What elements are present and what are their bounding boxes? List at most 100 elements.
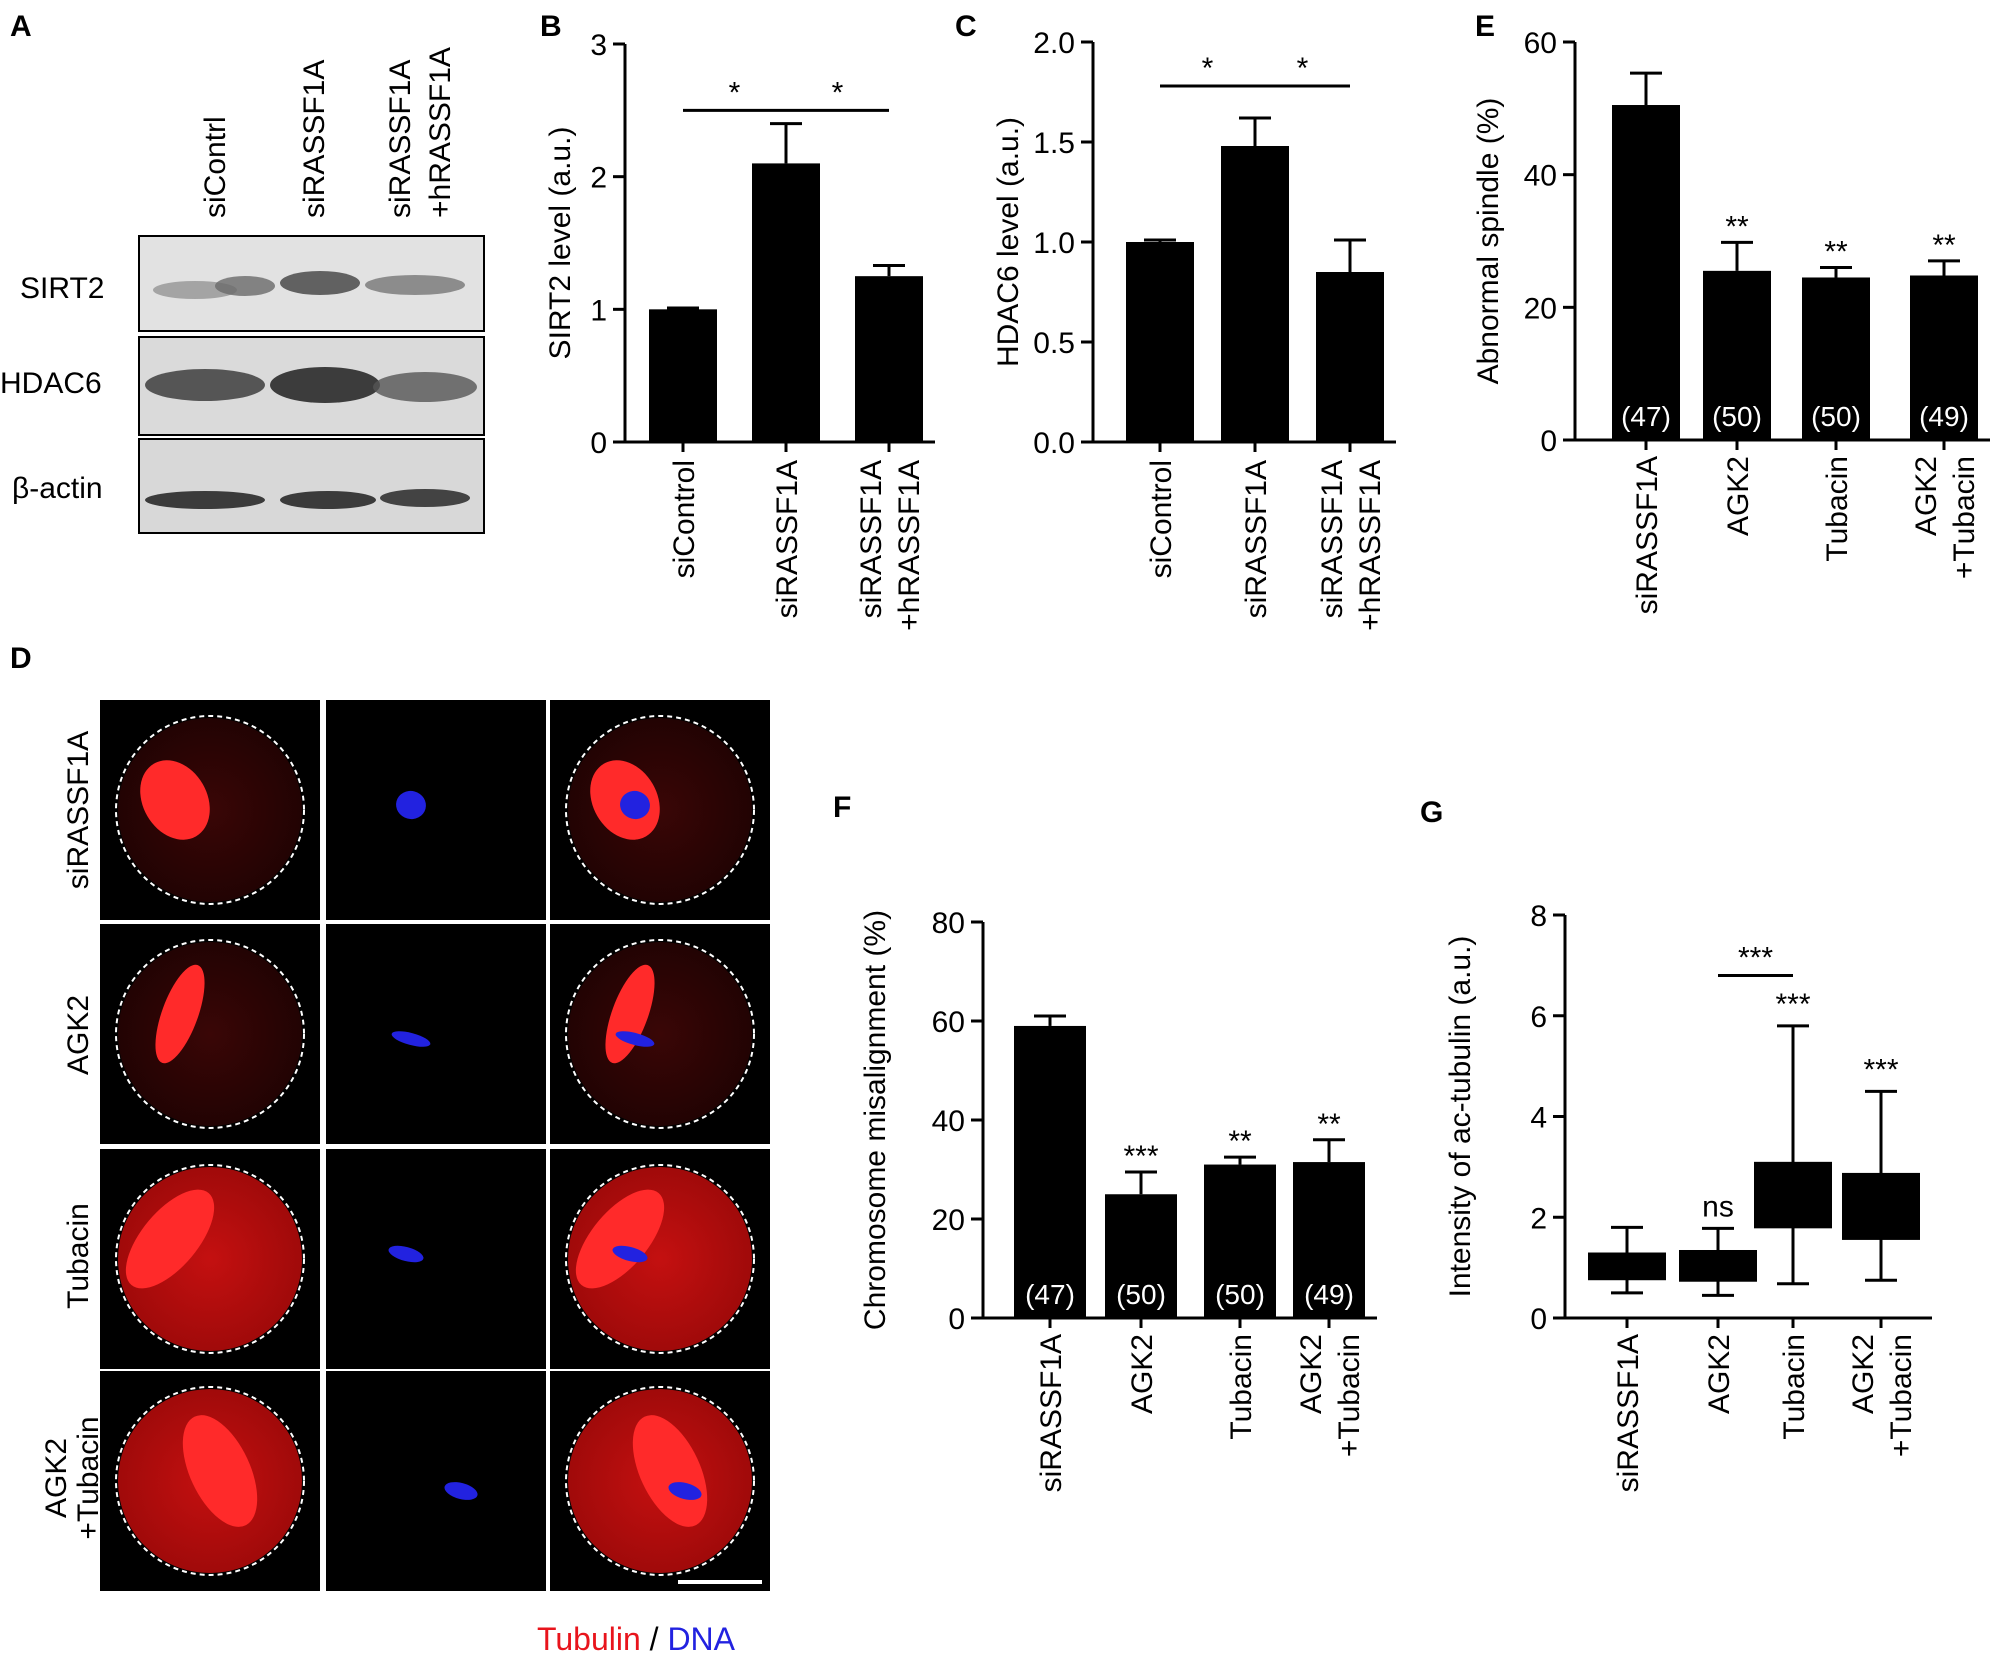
y-tick-label: 1.0: [1033, 227, 1075, 260]
panel-d-letter: D: [10, 642, 32, 675]
x-category-label: siRASSF1A: [1612, 1334, 1645, 1492]
y-axis-label: Abnormal spindle (%): [1472, 98, 1505, 385]
significance-label: ***: [1863, 1053, 1898, 1086]
blot-sirt2: [138, 235, 485, 332]
lane-label-3b: +hRASSF1A: [424, 47, 457, 218]
y-tick-label: 80: [932, 907, 965, 940]
chart-panel-b: B 0 1 2 3 SIRT2 level (a.u.) siControl siRASSF1…: [540, 10, 935, 631]
oocyte-outline: [565, 1164, 755, 1354]
x-category-label: siRASSF1A: [771, 460, 804, 618]
dna-chromosomes: [620, 790, 650, 820]
x-category-label: Tubacin: [1821, 456, 1854, 562]
bracket-label: *: [832, 76, 844, 109]
box: [1679, 1249, 1757, 1282]
panel-a: A siContrl siRASSF1A siRASSF1A +hRASSF1A…: [0, 10, 485, 534]
y-axis-label: HDAC6 level (a.u.): [992, 117, 1025, 367]
x-category-label: Tubacin: [1778, 1334, 1811, 1440]
y-tick-label: 0.0: [1033, 427, 1075, 460]
x-category-label: siControl: [1145, 460, 1178, 578]
bar: [1105, 1194, 1177, 1318]
blot-label-sirt2: SIRT2: [20, 272, 104, 305]
panel-letter: B: [540, 10, 562, 43]
dna-chromosomes: [615, 1031, 655, 1047]
dna-chromosomes: [388, 1245, 424, 1263]
micro-row-label-2: AGK2: [62, 995, 95, 1075]
y-tick-label: 0: [1530, 1303, 1547, 1336]
x-category-label: AGK2: [1703, 1334, 1736, 1414]
y-tick-label: 6: [1530, 1001, 1547, 1034]
dna-chromosomes: [612, 1245, 648, 1263]
bar: [649, 309, 717, 442]
x-category-label: +hRASSF1A: [1354, 460, 1387, 631]
bar-count-label: (50): [1215, 1279, 1265, 1310]
box: [1842, 1172, 1920, 1240]
lane-label-2: siRASSF1A: [298, 60, 331, 218]
bar-count-label: (49): [1919, 401, 1969, 432]
spindle: [605, 964, 655, 1064]
bar: [1316, 272, 1384, 442]
panel-letter: C: [955, 10, 977, 43]
y-tick-label: 60: [932, 1006, 965, 1039]
y-tick-label: 1.5: [1033, 127, 1075, 160]
x-category-label: AGK2: [1847, 1334, 1880, 1414]
y-tick-label: 1: [590, 294, 607, 327]
oocyte-outline: [115, 1164, 305, 1354]
oocyte-outline: [115, 1386, 305, 1576]
y-tick-label: 60: [1524, 27, 1557, 60]
panel-letter: E: [1475, 10, 1495, 43]
lane-label-3a: siRASSF1A: [384, 60, 417, 218]
y-tick-label: 2: [590, 162, 607, 195]
micro-row-label-4b: +Tubacin: [72, 1416, 105, 1539]
panel-d: D siRASSF1A AGK2 Tubacin AGK2 +Tubacin T…: [10, 642, 770, 1656]
bar: [1014, 1025, 1086, 1318]
bar-count-label: (50): [1811, 401, 1861, 432]
significance-label: ns: [1702, 1190, 1734, 1223]
oocyte-outline: [115, 939, 305, 1129]
micro-row-label-4a: AGK2: [40, 1438, 73, 1518]
box: [1754, 1161, 1832, 1229]
x-category-label: siRASSF1A: [1316, 460, 1349, 618]
significance-label: **: [1932, 229, 1956, 262]
x-category-label: Tubacin: [1225, 1334, 1258, 1440]
y-tick-label: 2: [1530, 1202, 1547, 1235]
bar: [1910, 275, 1978, 440]
oocyte-body: [118, 942, 302, 1126]
blot-label-actin: β-actin: [12, 472, 103, 505]
x-category-label: AGK2: [1910, 456, 1943, 536]
y-tick-label: 20: [932, 1204, 965, 1237]
bar: [1612, 105, 1680, 441]
y-tick-label: 0: [590, 427, 607, 460]
micro-row-label-1: siRASSF1A: [62, 731, 95, 889]
bar: [1703, 270, 1771, 440]
chart-panel-g: G 0 2 4 6 8 Intensity of ac-tubulin (a.u.) siRA…: [1420, 796, 1932, 1492]
bar-count-label: (47): [1621, 401, 1671, 432]
y-tick-label: 40: [1524, 160, 1557, 193]
bar-count-label: (50): [1116, 1279, 1166, 1310]
bar: [1221, 146, 1289, 442]
x-category-label: AGK2: [1126, 1334, 1159, 1414]
y-tick-label: 3: [590, 29, 607, 62]
chart-panel-f: F 0 20 40 60 80 Chromosome misalignment (%) siR…: [833, 791, 1377, 1492]
x-category-label: AGK2: [1295, 1334, 1328, 1414]
blot-hdac6: [138, 336, 485, 436]
bracket-label: ***: [1738, 941, 1773, 974]
spindle: [125, 1189, 215, 1289]
oocyte-outline: [565, 939, 755, 1129]
micro-row-label-3: Tubacin: [62, 1203, 95, 1309]
y-tick-label: 2.0: [1033, 27, 1075, 60]
spindle: [182, 1415, 258, 1527]
bar: [855, 276, 923, 442]
dna-chromosomes: [396, 790, 426, 820]
blot-label-hdac6: HDAC6: [0, 367, 102, 400]
bracket-label: *: [729, 76, 741, 109]
bar: [1802, 277, 1870, 440]
x-category-label: +Tubacin: [1333, 1334, 1366, 1457]
y-axis-label: Chromosome misalignment (%): [859, 910, 892, 1330]
x-category-label: +hRASSF1A: [893, 460, 926, 631]
blot-actin: [138, 438, 485, 534]
chart-panel-e: E 0 20 40 60 Abnormal spindle (%) siRASSF1A AGK…: [1472, 10, 1990, 614]
y-tick-label: 0: [948, 1303, 965, 1336]
dna-chromosomes: [444, 1482, 478, 1500]
oocyte-body: [568, 942, 752, 1126]
